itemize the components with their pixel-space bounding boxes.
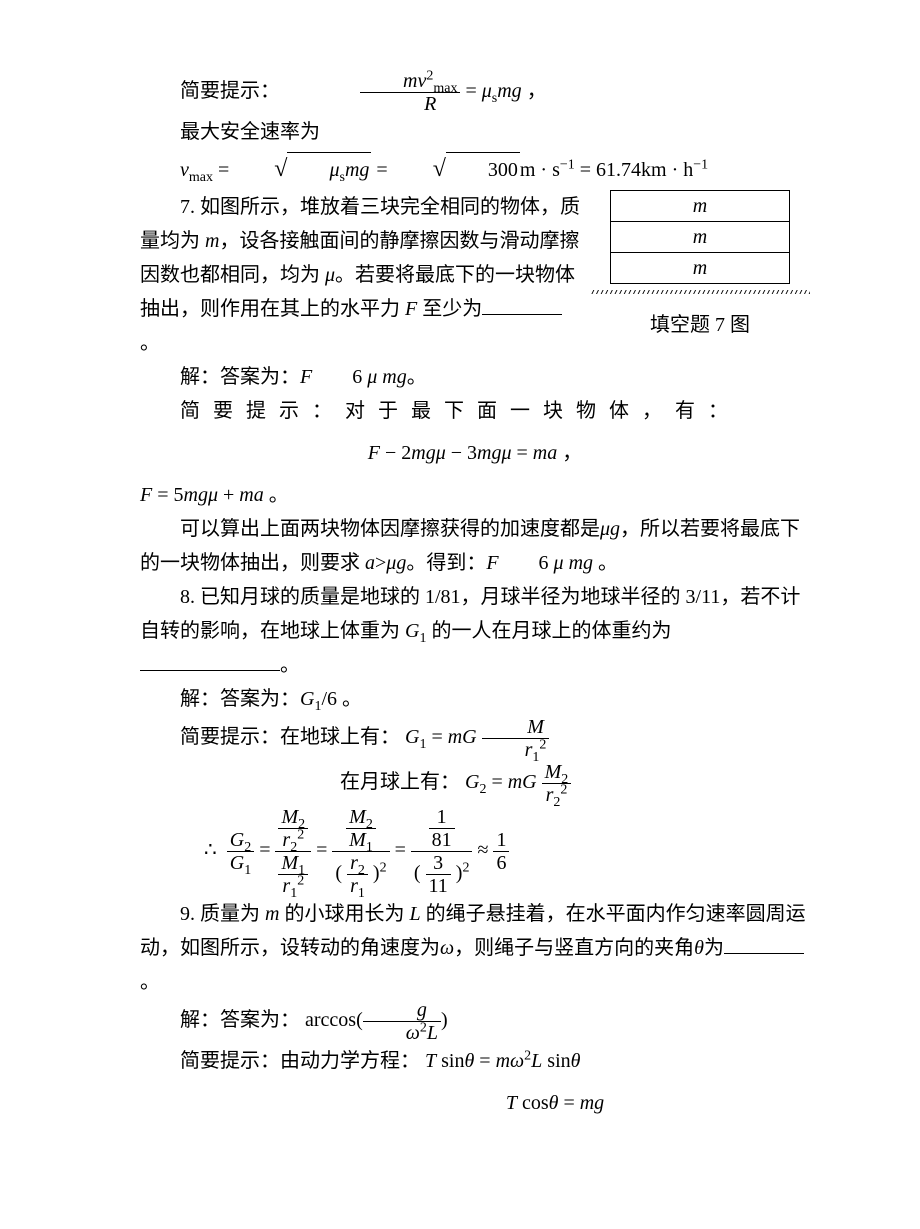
- q8-ratio: ∴ G2G1 = M2r22M1r12 = M2M1( r2r1 )2 = 18…: [140, 806, 810, 897]
- eq-vmax: vmax = μsmg = 300m · s−1 = 61.74km · h−1: [140, 149, 708, 190]
- ground-hatch: ////////////////////////////////////////…: [590, 290, 810, 294]
- q8-answer: 解：答案为：G1/6 。: [140, 682, 810, 716]
- eq-centripetal: mv2maxR = μsmg ，: [320, 70, 547, 115]
- q8-hint-earth: 简要提示：在地球上有： G1 = mG Mr12: [140, 716, 810, 761]
- q9-answer: 解：答案为： arccos(gω2L): [140, 999, 810, 1044]
- q7-conclusion: 可以算出上面两块物体因摩擦获得的加速度都是μg，所以若要将最底下的一块物体抽出，…: [140, 512, 810, 580]
- q7-hint: 简 要 提 示 ： 对 于 最 下 面 一 块 物 体 ， 有 ：: [140, 394, 810, 428]
- q9-eq-cos: T cosθ = mg: [140, 1086, 810, 1120]
- line-hint-centripetal: 简要提示： mv2maxR = μsmg ，: [140, 70, 810, 115]
- line-vmax: 最大安全速率为 vmax = μsmg = 300m · s−1 = 61.74…: [140, 115, 810, 190]
- block-bottom: m: [610, 252, 790, 284]
- block-top: m: [610, 190, 790, 221]
- physics-solutions-page: 简要提示： mv2maxR = μsmg ， 最大安全速率为 vmax = μs…: [0, 0, 920, 1188]
- q9-hint: 简要提示：由动力学方程： T sinθ = mω2L sinθ: [140, 1044, 810, 1078]
- q8-hint-moon: 在月球上有： G2 = mG M2r22: [140, 761, 810, 806]
- hint-label: 简要提示：: [180, 80, 280, 102]
- figure-caption: 填空题 7 图: [590, 308, 810, 342]
- q8-problem: 8. 已知月球的质量是地球的 1/81，月球半径为地球半径的 3/11，若不计自…: [140, 580, 810, 682]
- figure-q7: m m m //////////////////////////////////…: [590, 190, 810, 342]
- q7-answer: 解：答案为：F 6 μ mg。: [140, 360, 810, 394]
- block-stack: m m m: [610, 190, 790, 284]
- q7-eq-force: F − 2mgμ − 3mgμ = ma ，: [140, 436, 810, 470]
- q9-problem: 9. 质量为 m 的小球用长为 L 的绳子悬挂着，在水平面内作匀速率圆周运动，如…: [140, 897, 810, 999]
- block-mid: m: [610, 221, 790, 252]
- q7-eq-F: F = 5mgμ + ma 。: [140, 478, 810, 512]
